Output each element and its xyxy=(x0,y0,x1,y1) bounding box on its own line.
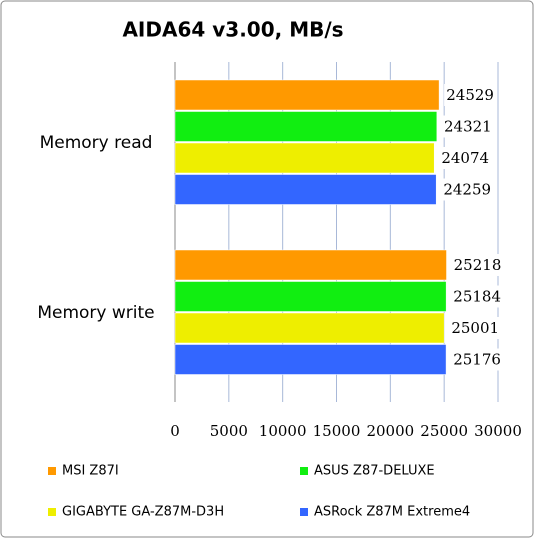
x-tick-label: 5000 xyxy=(210,422,248,440)
legend-marker xyxy=(48,467,56,475)
value-label-box xyxy=(441,178,494,201)
x-tick-label: 25000 xyxy=(420,422,468,440)
value-label: 25176 xyxy=(453,351,501,369)
x-tick-label: 30000 xyxy=(474,422,522,440)
value-label: 24259 xyxy=(443,181,491,199)
value-label: 24321 xyxy=(444,118,492,136)
bar xyxy=(174,249,447,281)
chart-title: AIDA64 v3.00, MB/s xyxy=(122,18,343,42)
x-tick-label: 20000 xyxy=(366,422,414,440)
legend-marker xyxy=(48,508,56,516)
bar xyxy=(174,79,440,111)
value-label: 25218 xyxy=(454,256,502,274)
bar xyxy=(174,281,447,312)
value-label-box xyxy=(449,317,502,339)
bar xyxy=(174,111,438,142)
legend-label: MSI Z87I xyxy=(62,464,119,479)
y-tick-label: Memory read xyxy=(40,133,153,153)
legend-marker xyxy=(300,467,308,475)
y-tick-label: Memory write xyxy=(37,303,154,323)
value-label-box xyxy=(444,84,497,106)
bar xyxy=(174,174,437,205)
bar xyxy=(174,142,435,174)
value-label-box xyxy=(441,115,494,138)
value-label: 24529 xyxy=(446,86,494,104)
legend-label: GIGABYTE GA-Z87M-D3H xyxy=(62,505,224,520)
bar xyxy=(174,344,447,375)
value-label-box xyxy=(451,348,504,371)
value-label-box xyxy=(439,147,492,169)
value-label: 25184 xyxy=(453,288,501,306)
x-tick-label: 10000 xyxy=(259,422,307,440)
legend-label: ASUS Z87-DELUXE xyxy=(314,464,435,479)
bar xyxy=(174,312,445,344)
value-label-box xyxy=(451,254,504,276)
legend-marker xyxy=(300,508,308,516)
x-tick-label: 0 xyxy=(170,422,180,440)
value-label: 25001 xyxy=(451,319,499,337)
value-label: 24074 xyxy=(441,149,489,167)
x-tick-label: 15000 xyxy=(313,422,361,440)
value-label-box xyxy=(451,285,504,308)
legend-label: ASRock Z87M Extreme4 xyxy=(314,505,470,520)
